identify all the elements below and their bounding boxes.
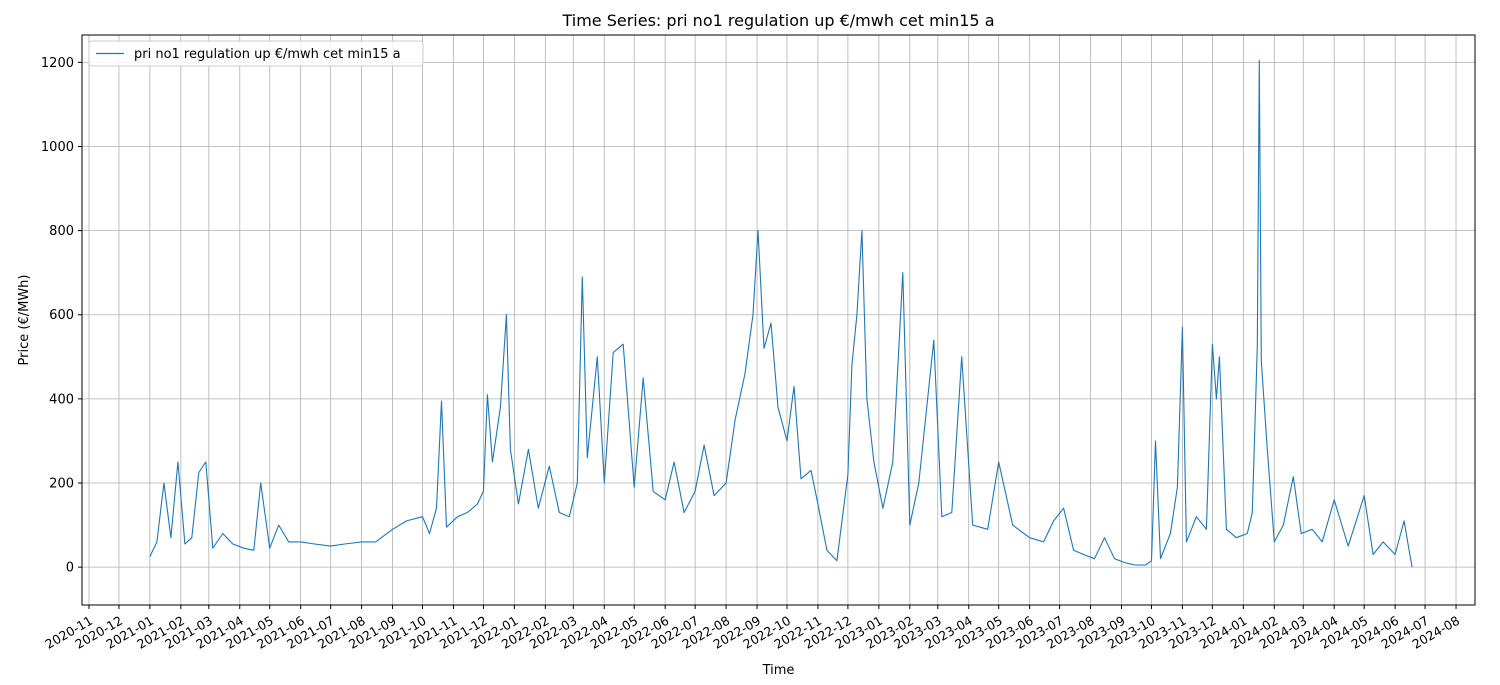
legend: pri no1 regulation up €/mwh cet min15 a [88,40,424,67]
legend-label: pri no1 regulation up €/mwh cet min15 a [134,47,401,62]
y-axis-label: Price (€/MWh) [17,275,32,366]
x-axis: 2020-112020-122021-012021-022021-032021-… [42,605,1462,652]
y-tick-label: 0 [66,561,74,576]
grid [82,35,1475,605]
series-line [149,59,1413,568]
legend-box [88,40,424,67]
y-axis: 0 200 400 600 800 1000 1200 [41,56,82,576]
y-tick-label: 400 [49,392,74,407]
y-tick-label: 1000 [41,140,74,155]
y-tick-label: 200 [49,477,74,492]
y-tick-label: 600 [49,308,74,323]
x-axis-label: Time [762,663,795,678]
chart-title: Time Series: pri no1 regulation up €/mwh… [561,11,994,30]
plot-frame [81,34,1476,606]
y-tick-label: 800 [49,224,74,239]
series-layer [149,59,1413,568]
y-tick-label: 1200 [41,56,74,71]
